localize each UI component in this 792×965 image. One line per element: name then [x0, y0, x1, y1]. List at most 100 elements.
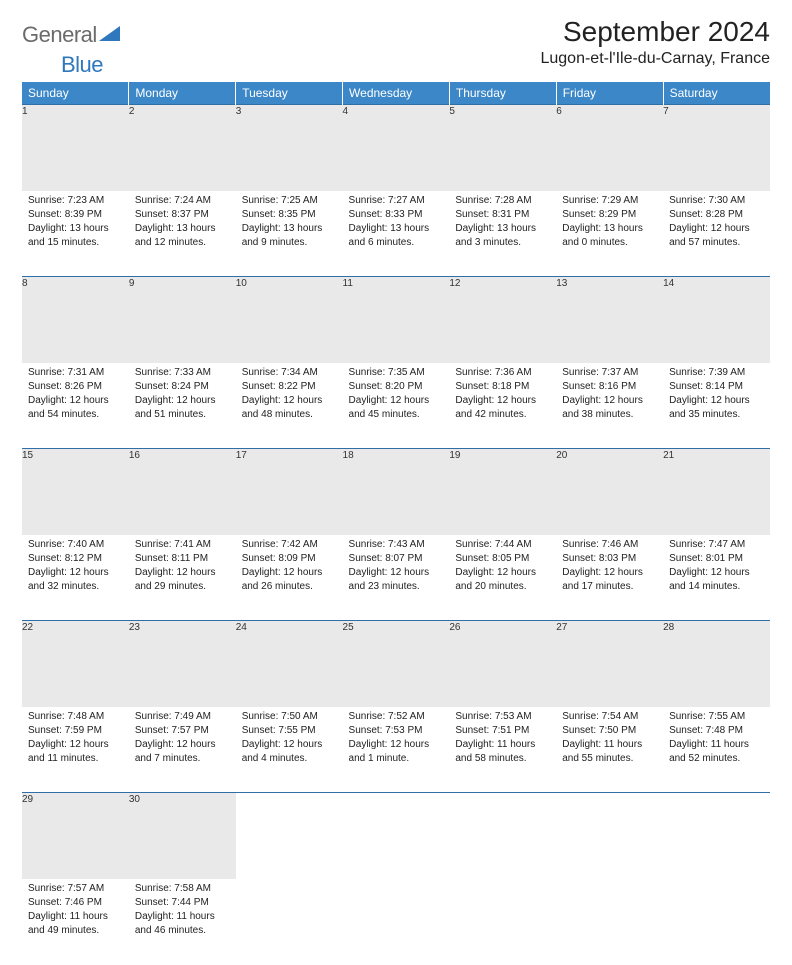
day-sunrise: Sunrise: 7:46 AM	[562, 538, 657, 551]
day-cell: Sunrise: 7:43 AMSunset: 8:07 PMDaylight:…	[343, 535, 450, 621]
day-sunrise: Sunrise: 7:50 AM	[242, 710, 337, 723]
day-cell: Sunrise: 7:48 AMSunset: 7:59 PMDaylight:…	[22, 707, 129, 793]
day-day2: and 32 minutes.	[28, 580, 123, 593]
day-number-cell: 21	[663, 449, 770, 535]
day-day1: Daylight: 12 hours	[242, 394, 337, 407]
day-day2: and 54 minutes.	[28, 408, 123, 421]
day-sunrise: Sunrise: 7:39 AM	[669, 366, 764, 379]
day-cell: Sunrise: 7:23 AMSunset: 8:39 PMDaylight:…	[22, 191, 129, 277]
day-header: Tuesday	[236, 82, 343, 105]
day-day2: and 17 minutes.	[562, 580, 657, 593]
day-day1: Daylight: 12 hours	[28, 394, 123, 407]
day-header: Friday	[556, 82, 663, 105]
logo-triangle-icon	[99, 24, 121, 47]
day-sunset: Sunset: 8:14 PM	[669, 380, 764, 393]
day-day1: Daylight: 11 hours	[669, 738, 764, 751]
day-day2: and 11 minutes.	[28, 752, 123, 765]
day-sunset: Sunset: 8:31 PM	[455, 208, 550, 221]
day-day2: and 6 minutes.	[349, 236, 444, 249]
day-sunset: Sunset: 8:16 PM	[562, 380, 657, 393]
day-header: Thursday	[449, 82, 556, 105]
day-day1: Daylight: 13 hours	[242, 222, 337, 235]
day-day2: and 46 minutes.	[135, 924, 230, 937]
day-cell	[556, 879, 663, 965]
day-number-cell: 26	[449, 621, 556, 707]
day-day1: Daylight: 11 hours	[562, 738, 657, 751]
day-header: Wednesday	[343, 82, 450, 105]
day-number-cell: 10	[236, 277, 343, 363]
day-cell: Sunrise: 7:47 AMSunset: 8:01 PMDaylight:…	[663, 535, 770, 621]
day-cell: Sunrise: 7:29 AMSunset: 8:29 PMDaylight:…	[556, 191, 663, 277]
day-number-cell: 24	[236, 621, 343, 707]
day-sunrise: Sunrise: 7:54 AM	[562, 710, 657, 723]
day-sunrise: Sunrise: 7:28 AM	[455, 194, 550, 207]
day-day1: Daylight: 12 hours	[242, 566, 337, 579]
day-number-cell: 23	[129, 621, 236, 707]
day-header: Saturday	[663, 82, 770, 105]
day-cell	[236, 879, 343, 965]
day-day1: Daylight: 12 hours	[562, 394, 657, 407]
day-cell: Sunrise: 7:44 AMSunset: 8:05 PMDaylight:…	[449, 535, 556, 621]
day-sunset: Sunset: 8:05 PM	[455, 552, 550, 565]
day-day2: and 52 minutes.	[669, 752, 764, 765]
day-sunset: Sunset: 8:37 PM	[135, 208, 230, 221]
day-header: Sunday	[22, 82, 129, 105]
day-number-cell	[556, 793, 663, 879]
day-sunset: Sunset: 8:33 PM	[349, 208, 444, 221]
day-cell: Sunrise: 7:27 AMSunset: 8:33 PMDaylight:…	[343, 191, 450, 277]
day-sunset: Sunset: 8:20 PM	[349, 380, 444, 393]
day-sunset: Sunset: 8:01 PM	[669, 552, 764, 565]
day-sunset: Sunset: 7:59 PM	[28, 724, 123, 737]
day-sunrise: Sunrise: 7:47 AM	[669, 538, 764, 551]
day-day1: Daylight: 13 hours	[455, 222, 550, 235]
day-number-cell: 20	[556, 449, 663, 535]
day-sunset: Sunset: 8:24 PM	[135, 380, 230, 393]
day-day2: and 58 minutes.	[455, 752, 550, 765]
day-day2: and 12 minutes.	[135, 236, 230, 249]
day-sunrise: Sunrise: 7:43 AM	[349, 538, 444, 551]
day-number-cell: 14	[663, 277, 770, 363]
day-sunset: Sunset: 7:51 PM	[455, 724, 550, 737]
day-sunrise: Sunrise: 7:53 AM	[455, 710, 550, 723]
day-sunrise: Sunrise: 7:30 AM	[669, 194, 764, 207]
calendar-head: SundayMondayTuesdayWednesdayThursdayFrid…	[22, 82, 770, 105]
day-day1: Daylight: 12 hours	[242, 738, 337, 751]
day-number-cell: 2	[129, 105, 236, 191]
day-sunset: Sunset: 8:18 PM	[455, 380, 550, 393]
day-day1: Daylight: 12 hours	[669, 566, 764, 579]
day-number-cell: 27	[556, 621, 663, 707]
day-number-cell: 16	[129, 449, 236, 535]
day-sunrise: Sunrise: 7:27 AM	[349, 194, 444, 207]
day-sunset: Sunset: 7:48 PM	[669, 724, 764, 737]
day-number-cell: 6	[556, 105, 663, 191]
day-cell: Sunrise: 7:55 AMSunset: 7:48 PMDaylight:…	[663, 707, 770, 793]
day-sunset: Sunset: 8:03 PM	[562, 552, 657, 565]
day-day1: Daylight: 12 hours	[349, 566, 444, 579]
day-day2: and 55 minutes.	[562, 752, 657, 765]
day-cell: Sunrise: 7:37 AMSunset: 8:16 PMDaylight:…	[556, 363, 663, 449]
day-number-cell	[236, 793, 343, 879]
logo: General	[22, 22, 123, 48]
day-number-cell: 1	[22, 105, 129, 191]
day-sunset: Sunset: 7:55 PM	[242, 724, 337, 737]
day-sunrise: Sunrise: 7:34 AM	[242, 366, 337, 379]
day-day1: Daylight: 11 hours	[455, 738, 550, 751]
day-cell: Sunrise: 7:25 AMSunset: 8:35 PMDaylight:…	[236, 191, 343, 277]
day-sunrise: Sunrise: 7:35 AM	[349, 366, 444, 379]
day-sunset: Sunset: 8:12 PM	[28, 552, 123, 565]
day-cell: Sunrise: 7:40 AMSunset: 8:12 PMDaylight:…	[22, 535, 129, 621]
day-day2: and 49 minutes.	[28, 924, 123, 937]
day-sunrise: Sunrise: 7:24 AM	[135, 194, 230, 207]
day-sunrise: Sunrise: 7:25 AM	[242, 194, 337, 207]
day-sunrise: Sunrise: 7:29 AM	[562, 194, 657, 207]
day-cell: Sunrise: 7:39 AMSunset: 8:14 PMDaylight:…	[663, 363, 770, 449]
day-header: Monday	[129, 82, 236, 105]
day-number-cell: 15	[22, 449, 129, 535]
day-day1: Daylight: 12 hours	[28, 566, 123, 579]
day-number-cell	[449, 793, 556, 879]
day-sunrise: Sunrise: 7:52 AM	[349, 710, 444, 723]
day-sunrise: Sunrise: 7:58 AM	[135, 882, 230, 895]
day-day2: and 42 minutes.	[455, 408, 550, 421]
day-number-cell: 4	[343, 105, 450, 191]
day-day1: Daylight: 12 hours	[135, 566, 230, 579]
